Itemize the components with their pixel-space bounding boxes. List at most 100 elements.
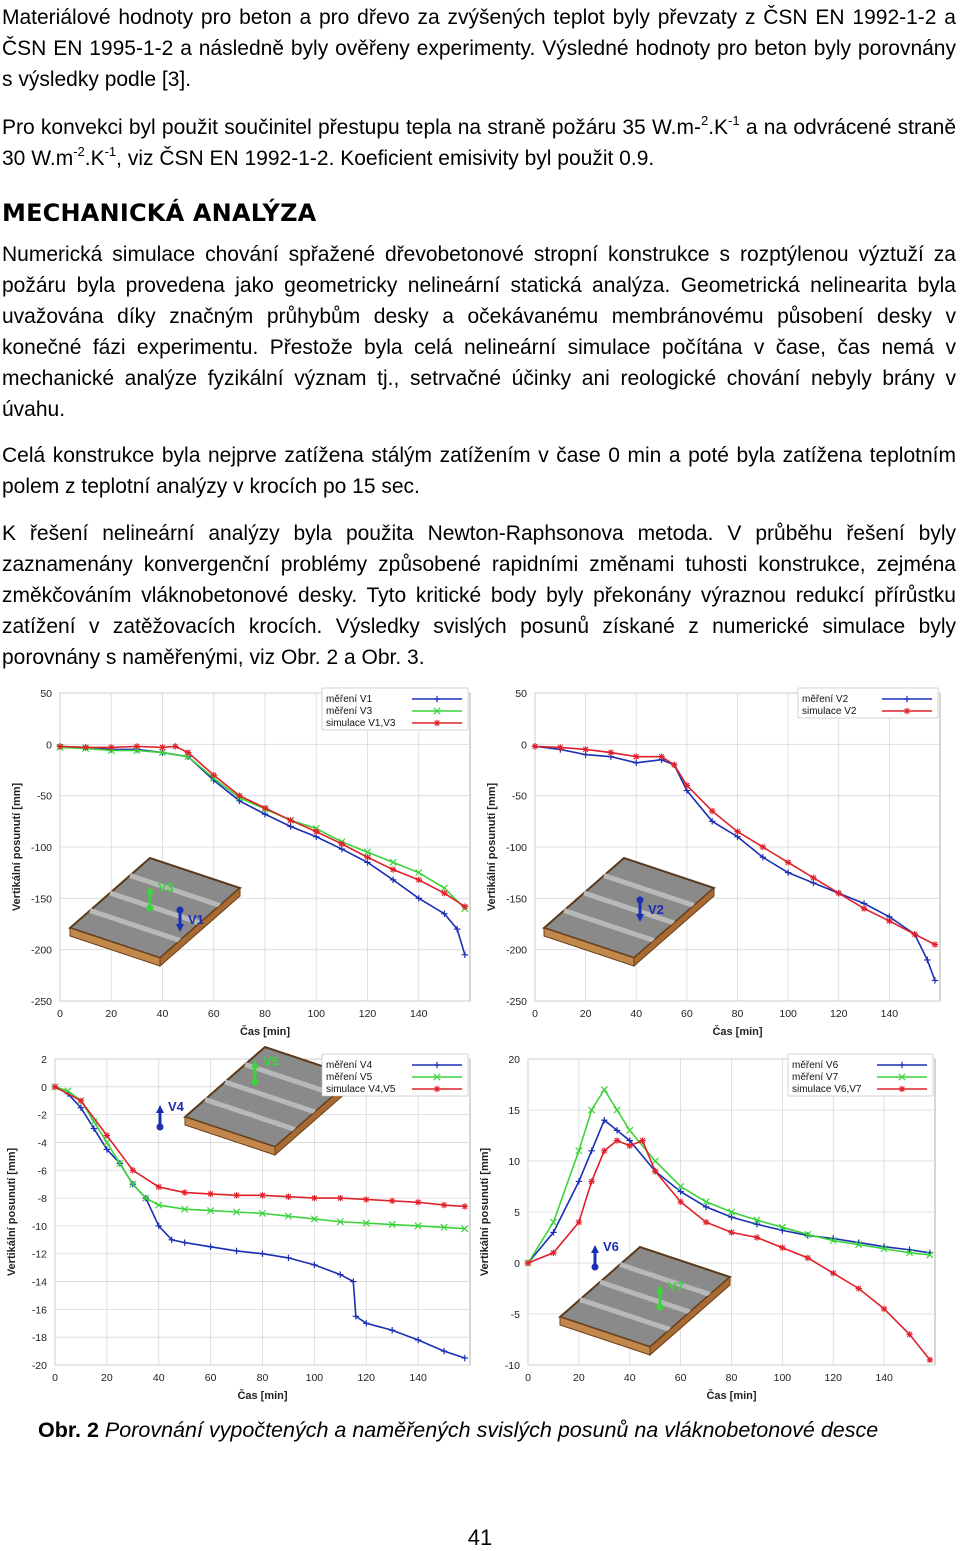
- marker-point: [904, 708, 910, 714]
- marker-point: [652, 1168, 658, 1174]
- marker-point: [130, 1167, 136, 1174]
- marker-point: [462, 1203, 468, 1210]
- marker-point: [753, 1216, 761, 1224]
- x-tick-label: 80: [726, 1372, 738, 1384]
- marker-point: [236, 792, 243, 799]
- marker-point: [103, 1138, 111, 1147]
- marker-point: [362, 1219, 370, 1227]
- marker-point: [129, 1180, 137, 1188]
- slab-edge: [159, 886, 241, 968]
- x-axis-title: Čas [min]: [240, 1025, 290, 1038]
- y-tick-label: -150: [506, 893, 527, 905]
- marker-point: [310, 1215, 318, 1223]
- x-tick-label: 140: [409, 1372, 427, 1384]
- x-tick-label: 120: [830, 1008, 848, 1020]
- x-tick-label: 60: [208, 1008, 220, 1020]
- marker-point: [159, 744, 166, 751]
- x-tick-label: 0: [57, 1008, 63, 1020]
- paragraph-materials: Materiálové hodnoty pro beton a pro dřev…: [2, 6, 956, 91]
- marker-point: [210, 772, 217, 778]
- sensor-marker-v4: V4: [156, 1099, 185, 1131]
- marker-point: [886, 918, 893, 924]
- x-tick-label: 20: [105, 1008, 117, 1020]
- marker-point: [880, 1245, 888, 1253]
- chart-svg: 50 0 -50 -100 -150 -200 -250 0 20 40 60 80 100 120 140…: [11, 687, 471, 1038]
- marker-point: [389, 858, 397, 867]
- sensor-arrowhead: [156, 1105, 164, 1113]
- marker-point: [363, 1196, 370, 1203]
- x-tick-label: 120: [357, 1372, 375, 1384]
- slab-illustration: [183, 1045, 357, 1157]
- y-tick-label: -5: [511, 1309, 520, 1321]
- marker-point: [181, 1189, 188, 1196]
- y-tick-label: -150: [31, 893, 52, 905]
- marker-point: [855, 1285, 862, 1292]
- marker-point: [905, 1249, 914, 1257]
- marker-point: [728, 1229, 735, 1236]
- y-tick-label: -16: [32, 1304, 47, 1316]
- marker-point: [339, 841, 345, 847]
- y-tick-label: -250: [31, 996, 52, 1008]
- series-2: [524, 1085, 934, 1267]
- figure-caption: Obr. 2 Porovnání vypočtených a naměřenýc…: [38, 1418, 878, 1443]
- legend-label: simulace V1,V3: [326, 718, 396, 729]
- x-tick-label: 100: [774, 1372, 792, 1384]
- series-3: [51, 1083, 469, 1210]
- sensor-marker-v7: V7: [656, 1279, 684, 1311]
- marker-point: [440, 1223, 448, 1231]
- marker-point: [52, 1084, 58, 1090]
- sensor-dot: [636, 896, 644, 904]
- y-tick-label: 10: [508, 1156, 520, 1168]
- marker-point: [434, 720, 440, 726]
- marker-point: [835, 890, 842, 896]
- y-tick-label: 50: [515, 688, 527, 700]
- legend-label: měření V3: [326, 706, 373, 717]
- x-tick-label: 100: [306, 1372, 324, 1384]
- marker-point: [461, 1225, 469, 1233]
- sensor-label: V4: [168, 1099, 185, 1114]
- marker-point: [525, 1260, 531, 1266]
- marker-point: [861, 905, 867, 912]
- y-tick-label: -100: [506, 842, 527, 854]
- marker-point: [906, 1331, 913, 1338]
- y-tick-label: 0: [41, 1082, 47, 1094]
- marker-point: [658, 753, 665, 760]
- y-tick-label: -18: [32, 1332, 47, 1344]
- x-tick-label: 60: [205, 1372, 217, 1384]
- marker-point: [734, 828, 741, 835]
- paragraph-convection: Pro konvekci byl použit součinitel přest…: [2, 113, 957, 170]
- y-tick-label: -100: [31, 842, 52, 854]
- y-axis-title: Vertikální posunutí [mm]: [11, 782, 23, 911]
- marker-point: [639, 1137, 646, 1144]
- x-axis-title: Čas [min]: [706, 1389, 756, 1402]
- marker-point: [414, 1222, 422, 1230]
- y-tick-label: -200: [506, 945, 527, 957]
- marker-point: [441, 1202, 447, 1208]
- sensor-marker-v1: V1: [176, 906, 204, 932]
- x-tick-label: 20: [101, 1372, 113, 1384]
- x-tick-label: 100: [307, 1008, 325, 1020]
- x-tick-label: 140: [410, 1008, 428, 1020]
- chart-svg: 50 0 -50 -100 -150 -200 -250 0 20 40 60 80 100 120 140…: [486, 687, 941, 1038]
- marker-point: [390, 866, 396, 873]
- x-tick-label: 60: [675, 1372, 687, 1384]
- sensor-arrowhead: [591, 1245, 599, 1253]
- marker-point: [388, 1220, 396, 1229]
- sensor-label: V3: [158, 880, 174, 895]
- marker-point: [311, 1195, 318, 1201]
- marker-point: [898, 1073, 906, 1081]
- marker-point: [651, 1157, 659, 1165]
- marker-point: [104, 1132, 110, 1139]
- marker-point: [532, 743, 538, 750]
- marker-point: [633, 753, 640, 760]
- marker-point: [549, 1218, 558, 1226]
- marker-point: [932, 941, 938, 948]
- marker-point: [415, 869, 423, 877]
- y-tick-label: 0: [46, 739, 52, 751]
- sensor-dot: [656, 1303, 664, 1311]
- marker-point: [626, 1142, 633, 1149]
- series-line: [534, 745, 936, 946]
